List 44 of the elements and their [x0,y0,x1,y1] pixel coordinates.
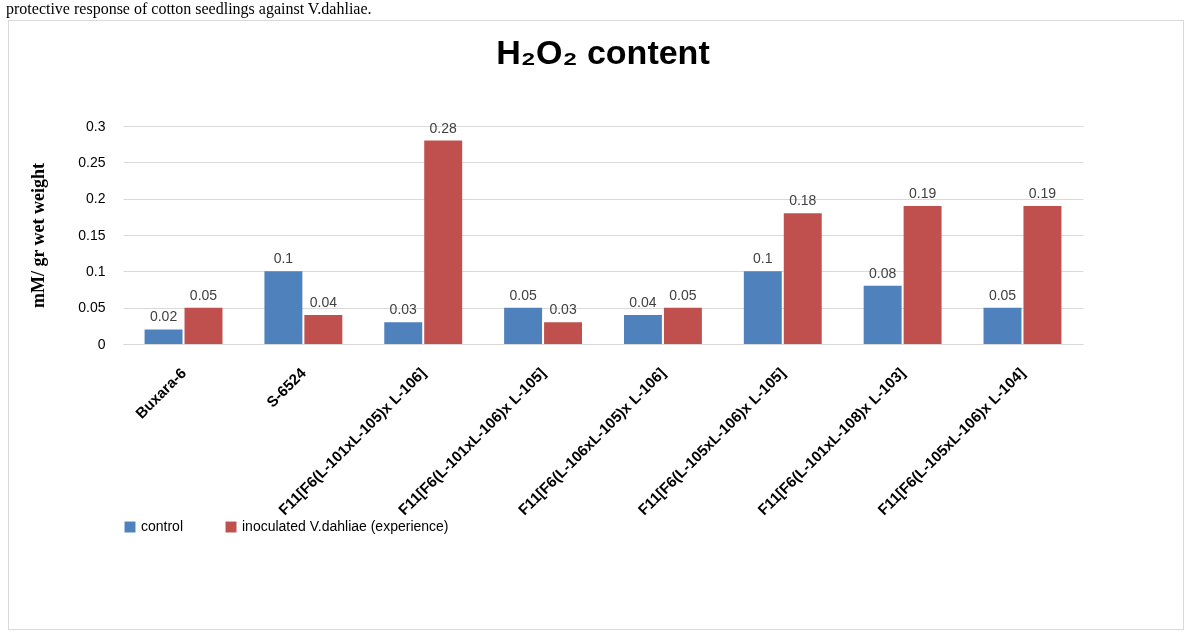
data-label: 0.19 [1028,184,1057,201]
data-label: 0.05 [189,286,218,303]
y-tick-label: 0 [97,335,106,352]
data-label: 0.03 [389,301,418,318]
y-tick-label: 0.2 [86,190,106,207]
bar [144,329,183,344]
bar [424,140,463,344]
data-label: 0.1 [753,250,773,267]
bar [663,307,702,344]
y-tick-label: 0.1 [86,262,106,279]
bar [184,307,223,344]
data-label: 0.04 [309,293,338,310]
y-tick-label: 0.15 [78,226,106,243]
y-tick-label: 0.05 [78,299,106,316]
legend-label: control [141,518,184,534]
bar [1023,205,1062,344]
bar [783,213,822,344]
data-label: 0.08 [869,264,897,281]
bar [384,322,423,344]
bar [903,205,942,344]
y-tick-label: 0.3 [86,117,106,134]
chart-title: H₂O₂ content [496,33,710,71]
data-label: 0.1 [273,250,294,267]
data-label: 0.28 [429,119,458,136]
data-label: 0.19 [908,184,937,201]
legend-label: inoculated V.dahliae (experience) [242,518,449,534]
bar [863,285,902,344]
data-label: 0.02 [149,308,178,325]
bar [544,322,583,344]
bar [304,314,343,344]
y-axis-title: mM/ gr wet weight [28,162,49,309]
bar [504,307,543,344]
bar [623,314,662,344]
bar [264,271,303,344]
data-label: 0.05 [988,286,1017,303]
data-label: 0.05 [669,286,697,303]
bar [983,307,1022,344]
data-label: 0.05 [509,286,537,303]
data-label: 0.04 [629,293,657,310]
y-tick-label: 0.25 [78,153,106,170]
data-label: 0.03 [549,301,577,318]
bar [743,271,782,344]
data-label: 0.18 [789,192,817,209]
text: protective response of cotton seedlings against V.dahliae. [5,0,373,18]
